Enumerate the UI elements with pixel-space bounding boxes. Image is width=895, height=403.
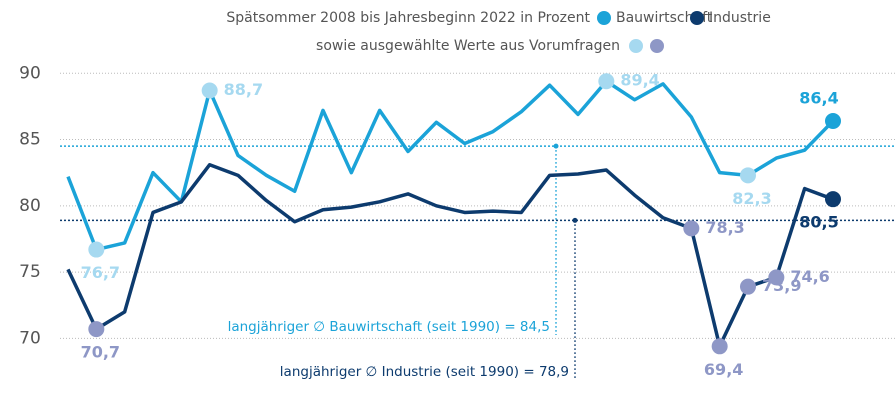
value-label: 69,4 — [704, 360, 743, 379]
legend-label: Bauwirtschaft — [616, 10, 713, 26]
value-label: 86,4 — [799, 88, 838, 107]
legend-highlight-marker — [629, 39, 643, 53]
value-label: 78,3 — [705, 218, 744, 237]
value-label: 70,7 — [81, 343, 120, 362]
reference-label: langjähriger ∅ Bauwirtschaft (seit 1990)… — [228, 319, 550, 335]
reference-dot — [553, 143, 559, 149]
value-label: 74,6 — [790, 267, 829, 286]
legend-marker — [690, 11, 704, 25]
highlight-marker — [683, 220, 700, 237]
y-tick-label: 80 — [19, 196, 41, 216]
value-label: 82,3 — [732, 189, 771, 208]
highlight-marker — [825, 191, 841, 208]
value-label: 88,7 — [224, 80, 263, 99]
line — [66, 162, 834, 349]
highlight-marker — [768, 269, 785, 286]
line — [66, 79, 835, 252]
highlight-marker — [740, 167, 756, 184]
y-tick-label: 75 — [19, 262, 41, 282]
highlight-marker — [598, 73, 615, 90]
reference-dot — [572, 217, 578, 223]
highlight-marker — [88, 321, 105, 338]
highlight-marker — [88, 241, 105, 258]
y-tick-label: 85 — [19, 130, 41, 150]
value-label: 80,5 — [799, 213, 838, 232]
highlight-marker — [711, 338, 728, 355]
chart-subtitle: sowie ausgewählte Werte aus Vorumfragen — [316, 38, 620, 54]
legend-label: Industrie — [709, 10, 771, 26]
chart-title: Spätsommer 2008 bis Jahresbeginn 2022 in… — [226, 10, 590, 26]
highlight-marker — [740, 278, 756, 295]
y-tick-label: 90 — [19, 63, 41, 83]
highlight-marker — [825, 112, 841, 129]
y-tick-label: 70 — [19, 328, 41, 348]
legend-marker — [597, 11, 611, 25]
value-label: 76,7 — [81, 263, 120, 282]
legend-highlight-marker — [650, 39, 664, 53]
value-label: 89,4 — [620, 71, 659, 90]
reference-label: langjähriger ∅ Industrie (seit 1990) = 7… — [280, 364, 569, 380]
highlight-marker — [201, 82, 218, 99]
